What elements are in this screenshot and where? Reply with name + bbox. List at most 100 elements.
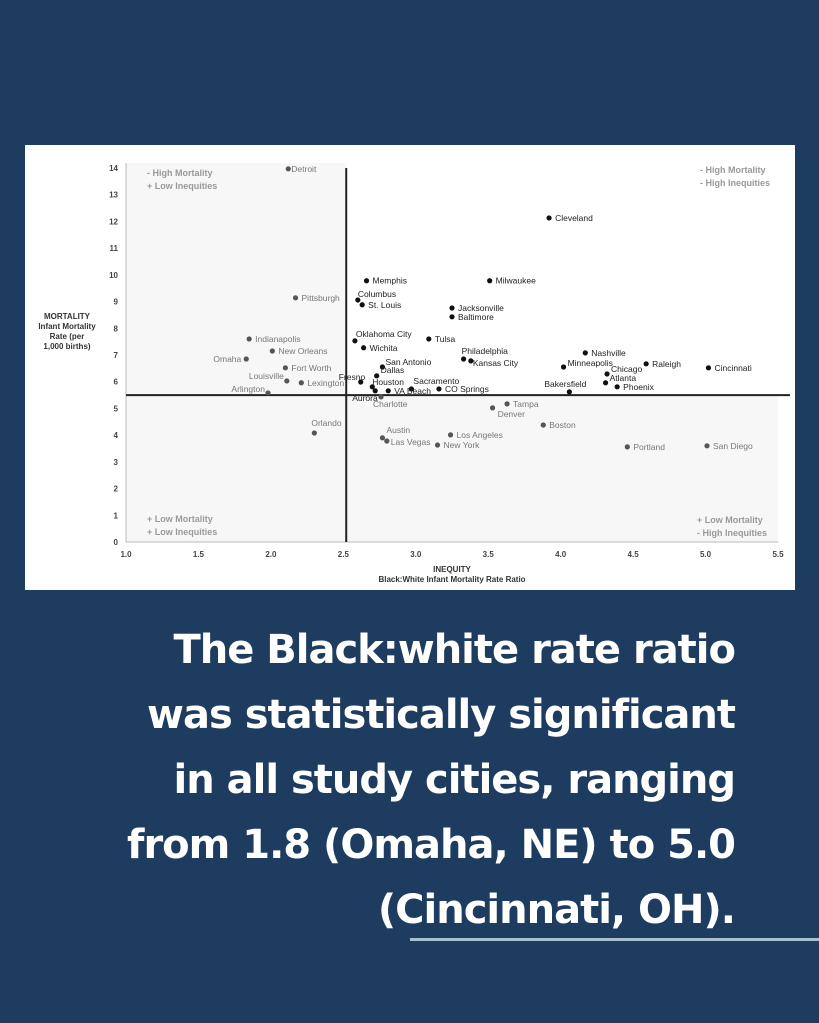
data-point-label: Milwaukee [496, 276, 536, 286]
caption: The Black:white rate ratio was statistic… [35, 618, 736, 943]
data-point [385, 388, 391, 394]
data-point [384, 438, 390, 444]
data-point [540, 422, 546, 428]
caption-underline [410, 938, 819, 941]
data-point [436, 386, 442, 392]
data-point [269, 348, 275, 354]
x-tick-label: 3.0 [410, 550, 422, 559]
y-tick-label: 3 [114, 458, 119, 467]
x-tick-label: 1.5 [193, 550, 205, 559]
data-point [468, 358, 474, 364]
y-tick-label: 1 [114, 511, 119, 520]
data-point [408, 386, 415, 392]
caption-line: was statistically significant [147, 692, 736, 738]
x-tick-label: 5.5 [772, 550, 784, 559]
data-point-label: Sacramento [413, 376, 459, 386]
data-point-label: Wichita [370, 343, 398, 353]
caption-line: The Black:white rate ratio [173, 627, 736, 673]
data-point [359, 302, 365, 308]
data-point [355, 297, 361, 303]
y-axis-title-line: 1,000 births) [43, 342, 90, 351]
x-tick-label: 5.0 [700, 550, 712, 559]
data-point-label: Bakersfield [544, 379, 586, 389]
data-point-label: San Antonio [385, 357, 431, 367]
quadrant-label-top-right: - High Mortality [700, 165, 766, 175]
data-point-label: Los Angeles [457, 430, 503, 440]
data-point [449, 314, 455, 320]
data-point-label: Philadelphia [462, 346, 509, 356]
data-point [311, 430, 317, 436]
data-point [504, 401, 510, 407]
y-tick-label: 0 [114, 538, 119, 547]
data-point [643, 361, 649, 367]
data-point [705, 365, 712, 371]
data-point [582, 350, 588, 356]
y-tick-label: 2 [114, 485, 119, 494]
y-axis-title-line: Rate (per [50, 332, 85, 341]
data-point [379, 435, 386, 441]
data-point [460, 356, 467, 362]
data-point [426, 336, 432, 342]
data-point-label: Baltimore [458, 312, 494, 322]
data-point-label: Aurora [352, 393, 378, 403]
data-point [379, 364, 386, 370]
data-point [372, 388, 378, 394]
data-point [298, 380, 304, 386]
y-tick-label: 7 [114, 351, 119, 360]
data-point-label: Boston [549, 420, 576, 430]
quadrant-label-bottom-left: + Low Inequities [147, 527, 217, 537]
data-point-label: Oklahoma City [356, 329, 412, 339]
data-point [243, 356, 249, 362]
x-tick-label: 4.5 [628, 550, 640, 559]
y-tick-label: 9 [114, 298, 119, 307]
x-axis-subtitle: Black:White Infant Mortality Rate Ratio [378, 575, 525, 584]
data-point [604, 371, 610, 377]
caption-line: from 1.8 (Omaha, NE) to 5.0 [127, 822, 736, 868]
x-tick-label: 4.0 [555, 550, 567, 559]
data-point-label: Portland [633, 442, 665, 452]
x-axis-title: INEQUITY [433, 565, 471, 574]
data-point [566, 389, 572, 395]
data-point-label: Austin [386, 425, 410, 435]
data-point-label: Phoenix [623, 382, 654, 392]
x-tick-label: 3.5 [483, 550, 495, 559]
data-point-label: Nashville [591, 348, 626, 358]
data-point-label: San Diego [713, 441, 753, 451]
data-point [374, 373, 380, 379]
data-point-label: Raleigh [652, 359, 681, 369]
data-point [546, 215, 552, 221]
data-point-label: New Orleans [278, 346, 327, 356]
data-point-label: Houston [372, 377, 404, 387]
y-tick-label: 4 [114, 431, 119, 440]
x-tick-label: 2.5 [338, 550, 350, 559]
data-point [369, 384, 375, 390]
data-point-label: Columbus [358, 289, 396, 299]
quadrant-label-top-left: - High Mortality [147, 168, 213, 178]
data-point [358, 379, 364, 385]
data-point [265, 390, 271, 396]
data-point [614, 384, 620, 390]
data-point-label: Pittsburgh [302, 293, 341, 303]
quadrant-label-bottom-right: - High Inequities [697, 528, 767, 538]
data-point [246, 336, 252, 342]
data-point-label: Memphis [373, 276, 407, 286]
data-point [704, 443, 710, 449]
y-axis-title-line: MORTALITY [44, 312, 91, 321]
data-point [361, 345, 367, 351]
y-tick-label: 13 [109, 191, 118, 200]
y-tick-label: 5 [114, 404, 119, 413]
data-point-label: Fort Worth [291, 363, 331, 373]
data-point [624, 444, 630, 450]
data-point-label: Omaha [213, 354, 241, 364]
data-point [560, 364, 567, 370]
x-tick-label: 1.0 [120, 550, 132, 559]
caption-line: in all study cities, ranging [173, 757, 736, 803]
data-point-label: Denver [498, 409, 526, 419]
data-point [602, 380, 609, 386]
quadrant-top-left [126, 163, 347, 396]
y-tick-label: 8 [114, 324, 119, 333]
data-point [487, 278, 493, 284]
y-tick-label: 6 [114, 378, 119, 387]
data-point-label: Chicago [611, 364, 642, 374]
